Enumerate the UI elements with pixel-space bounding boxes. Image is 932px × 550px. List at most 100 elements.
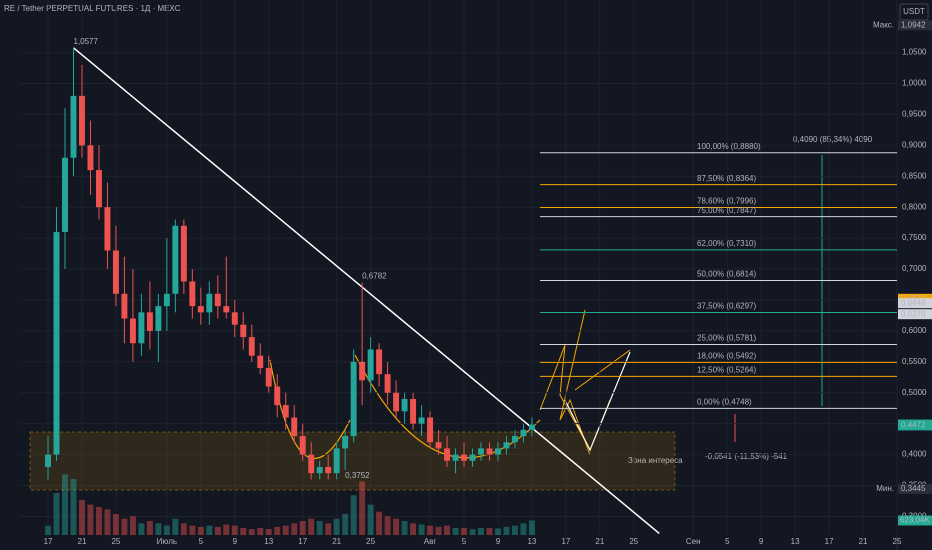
price-badge-label: 0,6270 bbox=[901, 309, 926, 318]
volume-bar bbox=[197, 526, 204, 535]
volume-bar bbox=[189, 525, 196, 535]
candle-body bbox=[367, 349, 374, 381]
volume-bar bbox=[155, 523, 162, 535]
candle-body bbox=[511, 436, 518, 443]
volume-bar bbox=[393, 518, 400, 535]
candle-body bbox=[299, 436, 306, 455]
price-badge-tag: Мин. bbox=[876, 484, 894, 493]
y-tick-label: 0,9500 bbox=[902, 110, 927, 119]
x-tick-label: Июль bbox=[157, 537, 177, 546]
x-tick-label: 9 bbox=[496, 537, 501, 546]
candle-body bbox=[461, 454, 467, 461]
x-tick-label: 25 bbox=[366, 537, 375, 546]
volume-bar bbox=[129, 516, 136, 535]
volume-bar bbox=[163, 525, 170, 535]
candle-body bbox=[282, 405, 289, 418]
candle-body bbox=[197, 306, 204, 313]
volume-bar bbox=[325, 523, 332, 535]
volume-bar bbox=[376, 511, 383, 535]
x-tick-label: 13 bbox=[264, 537, 273, 546]
volume-bar bbox=[53, 493, 60, 535]
volume-bar bbox=[206, 525, 213, 535]
x-tick-label: 25 bbox=[111, 537, 120, 546]
x-tick-label: 9 bbox=[759, 537, 764, 546]
zone-label: Зона интереса bbox=[628, 456, 683, 465]
x-tick-label: 25 bbox=[629, 537, 638, 546]
candle-body bbox=[180, 225, 187, 282]
fib-label: 78,60% (0,7996) bbox=[697, 197, 756, 206]
volume-bar bbox=[291, 523, 298, 535]
volume-bar bbox=[112, 514, 119, 535]
candle-body bbox=[495, 448, 501, 455]
candle-body bbox=[520, 429, 527, 437]
volume-bar bbox=[469, 529, 476, 535]
volume-bar bbox=[62, 474, 68, 535]
measure-down: -0,0541 (-11,53%) -541 bbox=[705, 452, 788, 461]
volume-bar bbox=[452, 528, 459, 535]
candle-body bbox=[418, 417, 425, 424]
volume-bar bbox=[528, 520, 535, 535]
point-label: 0,3752 bbox=[345, 471, 370, 480]
candle-body bbox=[393, 392, 400, 412]
candle-body bbox=[359, 361, 366, 381]
candle-body bbox=[163, 293, 170, 307]
x-tick-label: 5 bbox=[725, 537, 730, 546]
x-tick-label: 21 bbox=[595, 537, 604, 546]
price-badge-tag: Макс. bbox=[873, 20, 894, 29]
volume-bar bbox=[333, 518, 340, 535]
candle-body bbox=[486, 448, 493, 455]
volume-bar bbox=[146, 521, 153, 535]
candle-body bbox=[206, 293, 213, 313]
volume-bar bbox=[495, 528, 501, 535]
volume-bar bbox=[299, 521, 306, 535]
candle-body bbox=[45, 454, 51, 467]
volume-bar bbox=[180, 523, 187, 535]
volume-bar bbox=[45, 525, 51, 535]
volume-bar bbox=[282, 525, 289, 535]
candle-body bbox=[478, 448, 484, 455]
fib-label: 18,00% (0,5492) bbox=[697, 351, 756, 360]
volume-bar bbox=[418, 524, 425, 535]
y-tick-label: 0,4000 bbox=[902, 450, 927, 459]
x-tick-label: 17 bbox=[44, 537, 53, 546]
candle-body bbox=[376, 349, 383, 375]
fib-label: 75,00% (0,7847) bbox=[697, 206, 756, 215]
y-tick-label: 1,0500 bbox=[902, 48, 927, 57]
volume-bar bbox=[367, 504, 374, 535]
interest-zone bbox=[29, 431, 676, 491]
y-tick-label: 0,7000 bbox=[902, 264, 927, 273]
fib-label: 87,50% (0,8364) bbox=[697, 174, 756, 183]
price-badge-label: 1,0942 bbox=[901, 20, 926, 29]
volume-bar bbox=[359, 481, 366, 535]
candle-body bbox=[70, 95, 77, 158]
fib-label: 0,00% (0,4748) bbox=[697, 397, 752, 406]
volume-badge-label: 623,04K bbox=[900, 516, 930, 525]
fib-label: 100,00% (0,8880) bbox=[697, 142, 761, 151]
candle-body bbox=[291, 417, 298, 437]
x-tick-label: 5 bbox=[462, 537, 467, 546]
x-tick-label: 9 bbox=[233, 537, 238, 546]
y-tick-label: 0,7500 bbox=[902, 233, 927, 242]
candle-body bbox=[240, 324, 247, 338]
candle-body bbox=[427, 417, 434, 443]
candle-body bbox=[257, 355, 264, 369]
price-badge-label: 0,3445 bbox=[901, 484, 926, 493]
point-label: 0,6782 bbox=[362, 272, 387, 281]
fib-label: 62,00% (0,7310) bbox=[697, 239, 756, 248]
measure-up: 0,4090 (85,34%) 4090 bbox=[793, 135, 873, 144]
candle-body bbox=[401, 398, 408, 412]
x-tick-label: 13 bbox=[527, 537, 536, 546]
volume-bar bbox=[427, 525, 434, 535]
x-tick-label: 5 bbox=[199, 537, 204, 546]
candle-body bbox=[384, 374, 391, 393]
candle-body bbox=[104, 207, 111, 251]
fib-label: 50,00% (0,6814) bbox=[697, 270, 756, 279]
candle-body bbox=[112, 250, 119, 294]
price-badge bbox=[898, 298, 932, 309]
candle-body bbox=[342, 436, 349, 449]
candle-body bbox=[248, 337, 255, 356]
y-tick-label: 0,6000 bbox=[902, 326, 927, 335]
volume-bar bbox=[401, 521, 408, 535]
price-badge-label: 0,6448 bbox=[901, 298, 926, 307]
